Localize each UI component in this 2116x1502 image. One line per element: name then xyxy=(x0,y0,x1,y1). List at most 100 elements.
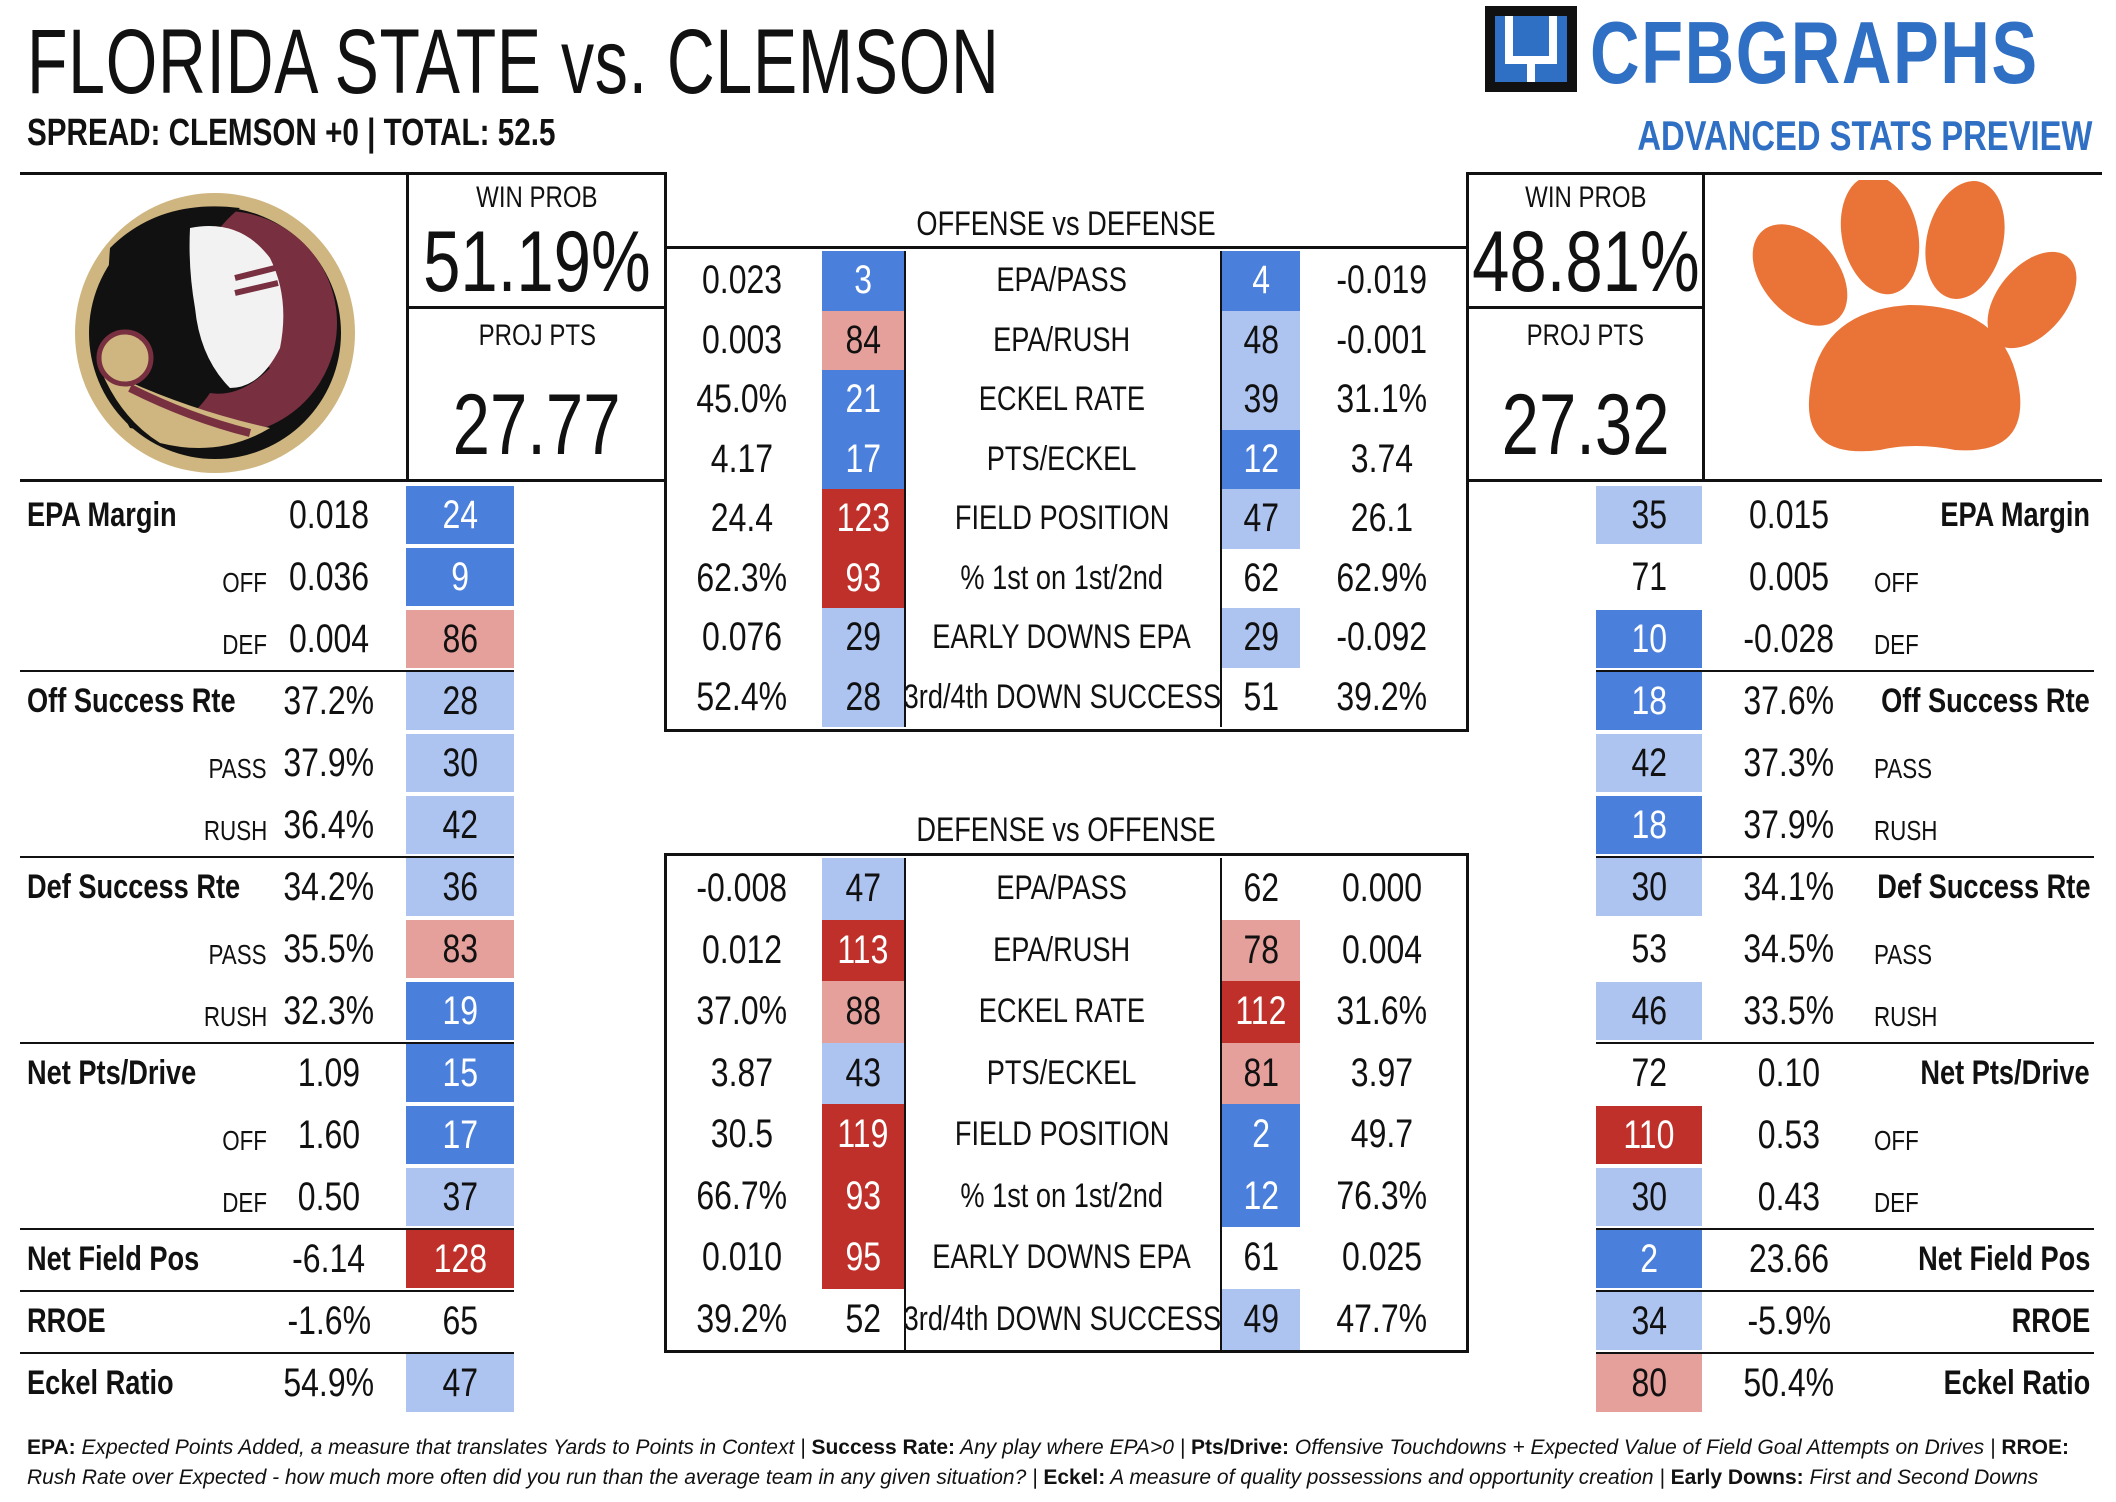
divider xyxy=(664,1350,1468,1353)
metric-label: PTS/ECKEL xyxy=(987,439,1137,478)
divider xyxy=(1220,548,1222,608)
stat-value: 34.5% xyxy=(1743,926,1835,971)
divider xyxy=(1220,858,1222,920)
divider xyxy=(904,429,906,489)
right-value: 3.74 xyxy=(1350,436,1414,481)
stat-rank: 46 xyxy=(1596,982,1702,1040)
divider xyxy=(904,548,906,608)
divider xyxy=(904,1165,906,1227)
stat-rank: 2 xyxy=(1596,1230,1702,1288)
right-value: 76.3% xyxy=(1336,1173,1428,1218)
right-value: 26.1 xyxy=(1350,496,1414,541)
right-rank: 12 xyxy=(1222,1165,1300,1227)
left-value: 45.0% xyxy=(696,377,788,422)
divider xyxy=(1466,306,1704,309)
fsu-proj-pts: 27.77 xyxy=(453,376,621,473)
metric-label: EARLY DOWNS EPA xyxy=(932,618,1192,657)
preview-subtitle: ADVANCED STATS PREVIEW xyxy=(1636,112,2092,159)
stat-value: 23.66 xyxy=(1748,1236,1830,1281)
divider xyxy=(904,608,906,668)
glossary-footer: EPA: Expected Points Added, a measure th… xyxy=(27,1433,2097,1493)
right-value: 39.2% xyxy=(1336,674,1428,719)
metric-label: EPA/PASS xyxy=(996,869,1128,908)
divider xyxy=(1220,1288,1222,1350)
stat-rank: 128 xyxy=(406,1230,514,1288)
divider xyxy=(664,853,1468,856)
stat-rank: 47 xyxy=(406,1354,514,1412)
divider xyxy=(1220,919,1222,981)
divider xyxy=(904,919,906,981)
divider xyxy=(664,853,667,1353)
divider xyxy=(904,667,906,727)
divider xyxy=(406,172,409,480)
stat-label: EPA Margin xyxy=(1940,495,2090,534)
divider xyxy=(1596,856,2094,858)
stat-value: 0.43 xyxy=(1757,1174,1821,1219)
stat-value: -5.9% xyxy=(1747,1298,1831,1343)
glossary-definition: Any play where EPA>0 | xyxy=(955,1436,1192,1459)
divider xyxy=(406,306,665,309)
divider xyxy=(904,310,906,370)
divider xyxy=(664,246,1468,249)
left-rank: 93 xyxy=(822,1165,904,1227)
fsu-win-prob-label: WIN PROB xyxy=(476,181,598,214)
stat-value: 37.9% xyxy=(1743,802,1835,847)
stat-value: 0.036 xyxy=(288,554,370,599)
left-value: 24.4 xyxy=(710,496,774,541)
divider xyxy=(1220,667,1222,727)
stat-label: OFF xyxy=(222,567,267,598)
left-value: 3.87 xyxy=(710,1050,774,1095)
divider xyxy=(20,479,665,482)
stat-rank: 37 xyxy=(406,1168,514,1226)
divider xyxy=(20,856,514,858)
divider xyxy=(1220,608,1222,668)
stat-value: -1.6% xyxy=(287,1298,371,1343)
stat-rank: 30 xyxy=(406,734,514,792)
metric-label: EARLY DOWNS EPA xyxy=(932,1238,1192,1277)
stat-rank: 36 xyxy=(406,858,514,916)
divider xyxy=(664,172,667,732)
divider xyxy=(904,370,906,430)
seminole-head-icon xyxy=(75,193,355,473)
divider xyxy=(20,1290,514,1292)
stat-label: PASS xyxy=(208,753,267,784)
divider xyxy=(20,1228,514,1230)
stat-rank: 35 xyxy=(1596,486,1702,544)
metric-label: ECKEL RATE xyxy=(978,380,1146,419)
stat-rank: 110 xyxy=(1596,1106,1702,1164)
stat-label: OFF xyxy=(222,1125,267,1156)
left-value: 39.2% xyxy=(696,1296,788,1341)
left-rank: 123 xyxy=(822,489,904,549)
stat-value: 50.4% xyxy=(1743,1360,1835,1405)
stat-label: PASS xyxy=(1874,939,1933,970)
stat-rank: 28 xyxy=(406,672,514,730)
left-value: 30.5 xyxy=(710,1112,774,1157)
goalpost-icon xyxy=(1485,6,1577,92)
stat-rank: 71 xyxy=(1631,554,1667,599)
right-value: 0.000 xyxy=(1341,866,1423,911)
right-value: 31.6% xyxy=(1336,989,1428,1034)
right-rank: 48 xyxy=(1222,310,1300,370)
divider xyxy=(20,670,514,672)
right-rank: 4 xyxy=(1222,251,1300,311)
stat-rank: 86 xyxy=(406,610,514,668)
stat-rank: 65 xyxy=(442,1298,478,1343)
stat-label: DEF xyxy=(1874,1187,1919,1218)
divider xyxy=(1220,1042,1222,1104)
divider xyxy=(1220,251,1222,311)
left-value: 0.023 xyxy=(701,258,783,303)
divider xyxy=(664,729,1468,732)
left-value: 4.17 xyxy=(710,436,774,481)
left-value: 37.0% xyxy=(696,989,788,1034)
stat-label: OFF xyxy=(1874,1125,1919,1156)
right-value: 0.004 xyxy=(1341,927,1423,972)
clemson-win-prob-label: WIN PROB xyxy=(1524,181,1647,214)
right-rank: 29 xyxy=(1222,608,1300,668)
left-rank: 52 xyxy=(845,1296,881,1341)
metric-label: PTS/ECKEL xyxy=(987,1053,1137,1092)
stat-rank: 9 xyxy=(406,548,514,606)
divider xyxy=(1220,1104,1222,1166)
right-rank: 62 xyxy=(1243,555,1279,600)
metric-label: FIELD POSITION xyxy=(954,499,1170,538)
divider xyxy=(1466,853,1469,1353)
